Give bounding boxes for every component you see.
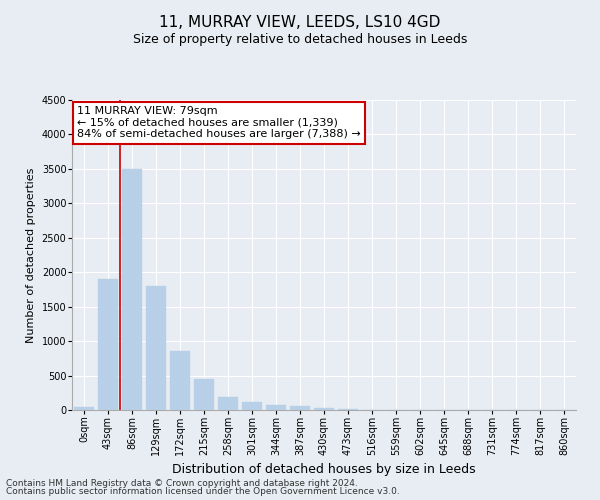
X-axis label: Distribution of detached houses by size in Leeds: Distribution of detached houses by size … <box>172 464 476 476</box>
Text: Contains HM Land Registry data © Crown copyright and database right 2024.: Contains HM Land Registry data © Crown c… <box>6 478 358 488</box>
Bar <box>314 408 334 410</box>
Bar <box>290 406 310 410</box>
Text: 11, MURRAY VIEW, LEEDS, LS10 4GD: 11, MURRAY VIEW, LEEDS, LS10 4GD <box>160 15 440 30</box>
Bar <box>74 406 94 410</box>
Bar <box>266 405 286 410</box>
Text: Contains public sector information licensed under the Open Government Licence v3: Contains public sector information licen… <box>6 487 400 496</box>
Bar <box>98 279 118 410</box>
Text: 11 MURRAY VIEW: 79sqm
← 15% of detached houses are smaller (1,339)
84% of semi-d: 11 MURRAY VIEW: 79sqm ← 15% of detached … <box>77 106 361 140</box>
Bar <box>194 379 214 410</box>
Bar <box>122 169 142 410</box>
Bar <box>170 352 190 410</box>
Bar <box>218 397 238 410</box>
Y-axis label: Number of detached properties: Number of detached properties <box>26 168 36 342</box>
Bar <box>146 286 166 410</box>
Bar <box>242 402 262 410</box>
Text: Size of property relative to detached houses in Leeds: Size of property relative to detached ho… <box>133 32 467 46</box>
